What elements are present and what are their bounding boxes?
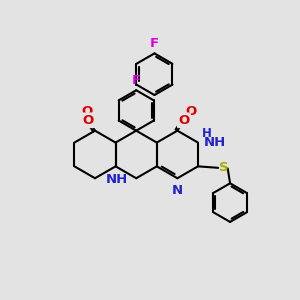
Text: F: F (132, 74, 141, 87)
Text: NH: NH (203, 136, 226, 149)
Text: NH: NH (106, 173, 128, 186)
Text: N: N (172, 184, 183, 196)
Text: O: O (185, 105, 197, 118)
Text: S: S (219, 161, 229, 174)
Text: H: H (202, 127, 212, 140)
Text: O: O (83, 114, 94, 127)
Text: O: O (178, 114, 190, 127)
Text: F: F (150, 37, 159, 50)
Text: O: O (81, 105, 93, 118)
